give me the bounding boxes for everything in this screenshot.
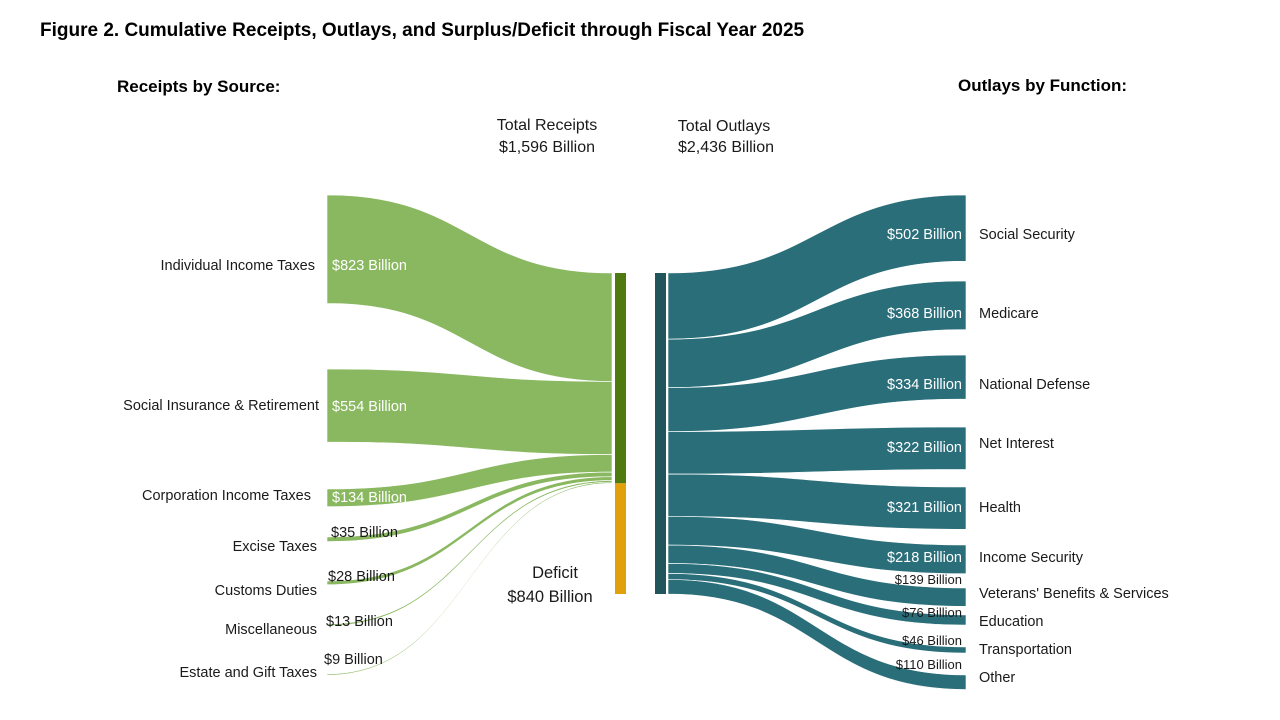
- total-outlays-label: Total Outlays: [678, 118, 770, 135]
- outlay-value-social-security: $502 Billion: [887, 227, 962, 243]
- outlay-flow-national-defense: [667, 354, 967, 432]
- deficit-value: $840 Billion: [507, 588, 592, 606]
- outlay-value-transportation: $46 Billion: [902, 633, 962, 648]
- chart-title: Figure 2. Cumulative Receipts, Outlays, …: [40, 20, 805, 41]
- deficit-bar: [615, 483, 626, 594]
- receipt-value-social-insurance-retirement: $554 Billion: [332, 399, 407, 415]
- total-receipts-label: Total Receipts: [497, 117, 598, 134]
- receipt-name-corporation-income-taxes: Corporation Income Taxes: [142, 488, 311, 504]
- receipt-value-miscellaneous: $13 Billion: [326, 614, 393, 630]
- receipt-flow-estate-and-gift-taxes: [326, 481, 613, 676]
- receipt-name-customs-duties: Customs Duties: [215, 583, 317, 599]
- outlay-name-national-defense: National Defense: [979, 377, 1090, 393]
- outlay-value-net-interest: $322 Billion: [887, 440, 962, 456]
- outlay-name-education: Education: [979, 614, 1044, 630]
- total-receipts-bar: [615, 273, 626, 484]
- outlay-flows: [667, 194, 967, 690]
- total-outlays-value: $2,436 Billion: [678, 139, 774, 156]
- outlay-name-medicare: Medicare: [979, 306, 1039, 322]
- receipt-value-estate-and-gift-taxes: $9 Billion: [324, 652, 383, 668]
- receipt-name-individual-income-taxes: Individual Income Taxes: [161, 258, 316, 274]
- receipt-value-excise-taxes: $35 Billion: [331, 525, 398, 541]
- receipt-name-estate-and-gift-taxes: Estate and Gift Taxes: [179, 665, 317, 681]
- outlay-flow-health: [667, 473, 967, 530]
- outlay-value-veterans-benefits-services: $139 Billion: [895, 572, 962, 587]
- receipt-value-customs-duties: $28 Billion: [328, 569, 395, 585]
- outlay-name-transportation: Transportation: [979, 642, 1072, 658]
- outlay-value-medicare: $368 Billion: [887, 306, 962, 322]
- outlays-heading: Outlays by Function:: [958, 76, 1127, 95]
- receipt-value-individual-income-taxes: $823 Billion: [332, 258, 407, 274]
- outlay-flow-income-security: [667, 516, 967, 575]
- outlay-value-education: $76 Billion: [902, 605, 962, 620]
- outlay-flow-transportation: [667, 573, 967, 654]
- flow-labels: Individual Income Taxes $823 Billion Socia…: [123, 227, 1169, 686]
- outlay-value-health: $321 Billion: [887, 500, 962, 516]
- receipt-name-excise-taxes: Excise Taxes: [233, 539, 317, 555]
- outlay-name-other: Other: [979, 670, 1015, 686]
- outlay-flow-social-security: [667, 194, 967, 340]
- total-bars: [615, 273, 666, 594]
- receipt-flows: [326, 194, 613, 676]
- receipt-name-miscellaneous: Miscellaneous: [225, 622, 317, 638]
- outlay-name-income-security: Income Security: [979, 550, 1084, 566]
- outlay-flow-veterans-benefits-services: [667, 544, 967, 607]
- receipts-heading: Receipts by Source:: [117, 77, 280, 96]
- outlay-flow-education: [667, 563, 967, 626]
- outlay-value-other: $110 Billion: [896, 657, 962, 672]
- outlay-value-national-defense: $334 Billion: [887, 377, 962, 393]
- receipt-flow-individual-income-taxes: [326, 194, 613, 382]
- outlay-flow-medicare: [667, 280, 967, 388]
- outlay-name-health: Health: [979, 500, 1021, 516]
- outlay-flow-net-interest: [667, 426, 967, 475]
- receipt-name-social-insurance-retirement: Social Insurance & Retirement: [123, 398, 319, 414]
- deficit-label: Deficit: [532, 564, 578, 582]
- outlay-flow-other: [667, 579, 967, 690]
- total-receipts-value: $1,596 Billion: [499, 139, 595, 156]
- receipt-value-corporation-income-taxes: $134 Billion: [332, 490, 407, 506]
- outlay-value-income-security: $218 Billion: [887, 550, 962, 566]
- outlay-name-veterans-benefits-services: Veterans' Benefits & Services: [979, 586, 1169, 602]
- outlay-name-net-interest: Net Interest: [979, 436, 1054, 452]
- outlay-name-social-security: Social Security: [979, 227, 1076, 243]
- total-outlays-bar: [655, 273, 666, 594]
